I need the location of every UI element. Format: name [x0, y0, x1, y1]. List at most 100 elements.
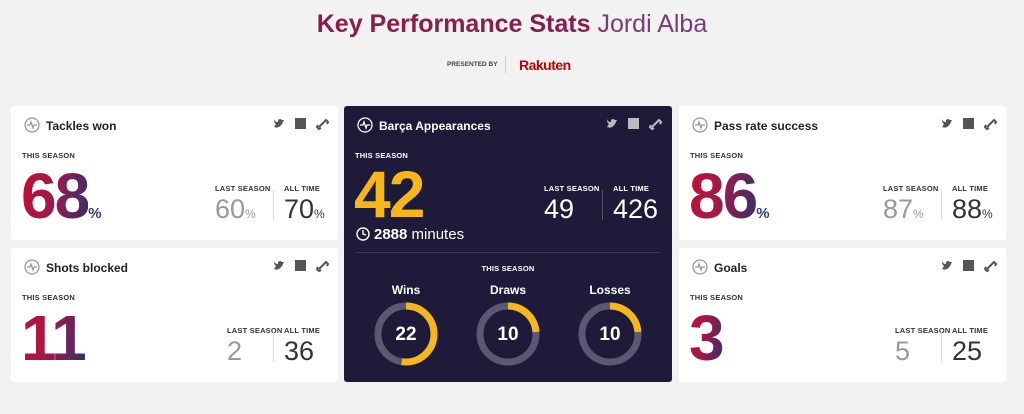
season-value-row: 3 [689, 306, 725, 370]
twitter-icon[interactable] [942, 119, 952, 128]
season-value: 3 [689, 302, 725, 374]
result-ring [476, 302, 540, 366]
season-unit: % [88, 205, 102, 222]
all-time-value: 426 [613, 194, 659, 224]
all-time-value: 88 [952, 194, 983, 224]
last-season-value: 49 [544, 194, 575, 224]
link-icon[interactable] [983, 260, 998, 273]
share-icons [274, 260, 330, 273]
last-season-unit: % [913, 207, 924, 221]
last-season-value: 60 [215, 194, 246, 224]
icon-pulse [360, 119, 370, 131]
last-season-row: 2 [227, 338, 242, 365]
card-icon [357, 117, 373, 133]
result-ring [374, 302, 438, 366]
twitter-icon[interactable] [274, 261, 284, 270]
feature-card: Barça Appearances THIS SEASON 42 LAST SEASO… [344, 106, 672, 382]
card-title: Goals [714, 261, 748, 275]
icon-ring [357, 117, 373, 133]
share-icons [942, 118, 998, 131]
minutes-unit: minutes [411, 226, 465, 243]
facebook-icon[interactable] [295, 118, 306, 129]
season-value-row: 68% [21, 164, 102, 228]
icon-ring [692, 259, 708, 275]
season-value: 42 [354, 157, 425, 231]
last-season-unit: % [245, 207, 256, 221]
divider [273, 190, 274, 220]
twitter-icon[interactable] [942, 261, 952, 270]
sponsor-logo[interactable]: Rakuten [519, 57, 571, 73]
icon-pulse [27, 119, 37, 131]
last-season-label: LAST SEASON [544, 184, 600, 193]
result-label: Losses [589, 283, 631, 297]
all-time-value: 25 [952, 336, 983, 366]
season-label: THIS SEASON [22, 293, 76, 302]
divider [355, 252, 661, 253]
last-season-label: LAST SEASON [895, 326, 951, 335]
season-unit: % [756, 205, 770, 222]
share-icons [942, 260, 998, 273]
all-time-unit: % [982, 207, 993, 221]
result-ring [578, 302, 642, 366]
last-season-label: LAST SEASON [227, 326, 283, 335]
clock-hands [362, 230, 367, 236]
link-icon[interactable] [315, 118, 330, 131]
result-value: 10 [599, 324, 621, 345]
season-value: 86 [689, 160, 758, 232]
divider [941, 190, 942, 220]
clock-icon [356, 227, 370, 241]
card-title: Barça Appearances [379, 119, 491, 133]
all-time-row: 88% [952, 196, 993, 223]
card-title: Shots blocked [46, 261, 129, 275]
last-season-row: 5 [895, 338, 910, 365]
twitter-icon[interactable] [607, 119, 617, 128]
all-time-label: ALL TIME [952, 184, 989, 193]
title-bold: Key Performance Stats [316, 10, 591, 38]
results-label: THIS SEASON [481, 264, 535, 273]
all-time-value: 36 [284, 336, 315, 366]
facebook-icon[interactable] [963, 118, 974, 129]
share-icons [607, 118, 663, 131]
player-name: Jordi Alba [597, 10, 708, 38]
all-time-label: ALL TIME [613, 184, 650, 193]
stat-card: Pass rate success THIS SEASON 86% LAST SEAS… [679, 106, 1006, 240]
card-icon [24, 117, 40, 133]
all-time-label: ALL TIME [284, 184, 321, 193]
divider [941, 332, 942, 362]
link-icon[interactable] [648, 118, 663, 131]
header-title: Key Performance Stats Jordi Alba [0, 10, 1024, 39]
last-season-label: LAST SEASON [883, 184, 939, 193]
facebook-icon[interactable] [628, 118, 639, 129]
all-time-label: ALL TIME [952, 326, 989, 335]
presented-by: PRESENTED BY [447, 61, 498, 68]
last-season-row: 60% [215, 196, 256, 223]
card-icon [692, 117, 708, 133]
link-icon[interactable] [315, 260, 330, 273]
season-label: THIS SEASON [355, 151, 409, 160]
icon-pulse [695, 119, 705, 131]
minutes-row: 2888 minutes [374, 226, 464, 243]
facebook-icon[interactable] [295, 260, 306, 271]
link-icon[interactable] [983, 118, 998, 131]
share-icons [274, 118, 330, 131]
all-time-label: ALL TIME [284, 326, 321, 335]
facebook-icon[interactable] [963, 260, 974, 271]
all-time-value: 70 [284, 194, 315, 224]
icon-ring [24, 117, 40, 133]
season-value-row: 86% [689, 164, 770, 228]
card-icon [692, 259, 708, 275]
clock-face [356, 227, 370, 241]
card-title: Tackles won [46, 119, 117, 133]
ring-arc [578, 302, 642, 366]
icon-ring [24, 259, 40, 275]
all-time-unit: % [314, 207, 325, 221]
stat-card: Tackles won THIS SEASON 68% LAST SEASON 60% A… [11, 106, 338, 240]
all-time-row: 36 [284, 338, 314, 365]
card-icon [24, 259, 40, 275]
last-season-value: 87 [883, 194, 914, 224]
icon-pulse [27, 261, 37, 273]
season-value: 68 [21, 160, 90, 232]
twitter-icon[interactable] [274, 119, 284, 128]
season-value: 11 [21, 302, 87, 374]
